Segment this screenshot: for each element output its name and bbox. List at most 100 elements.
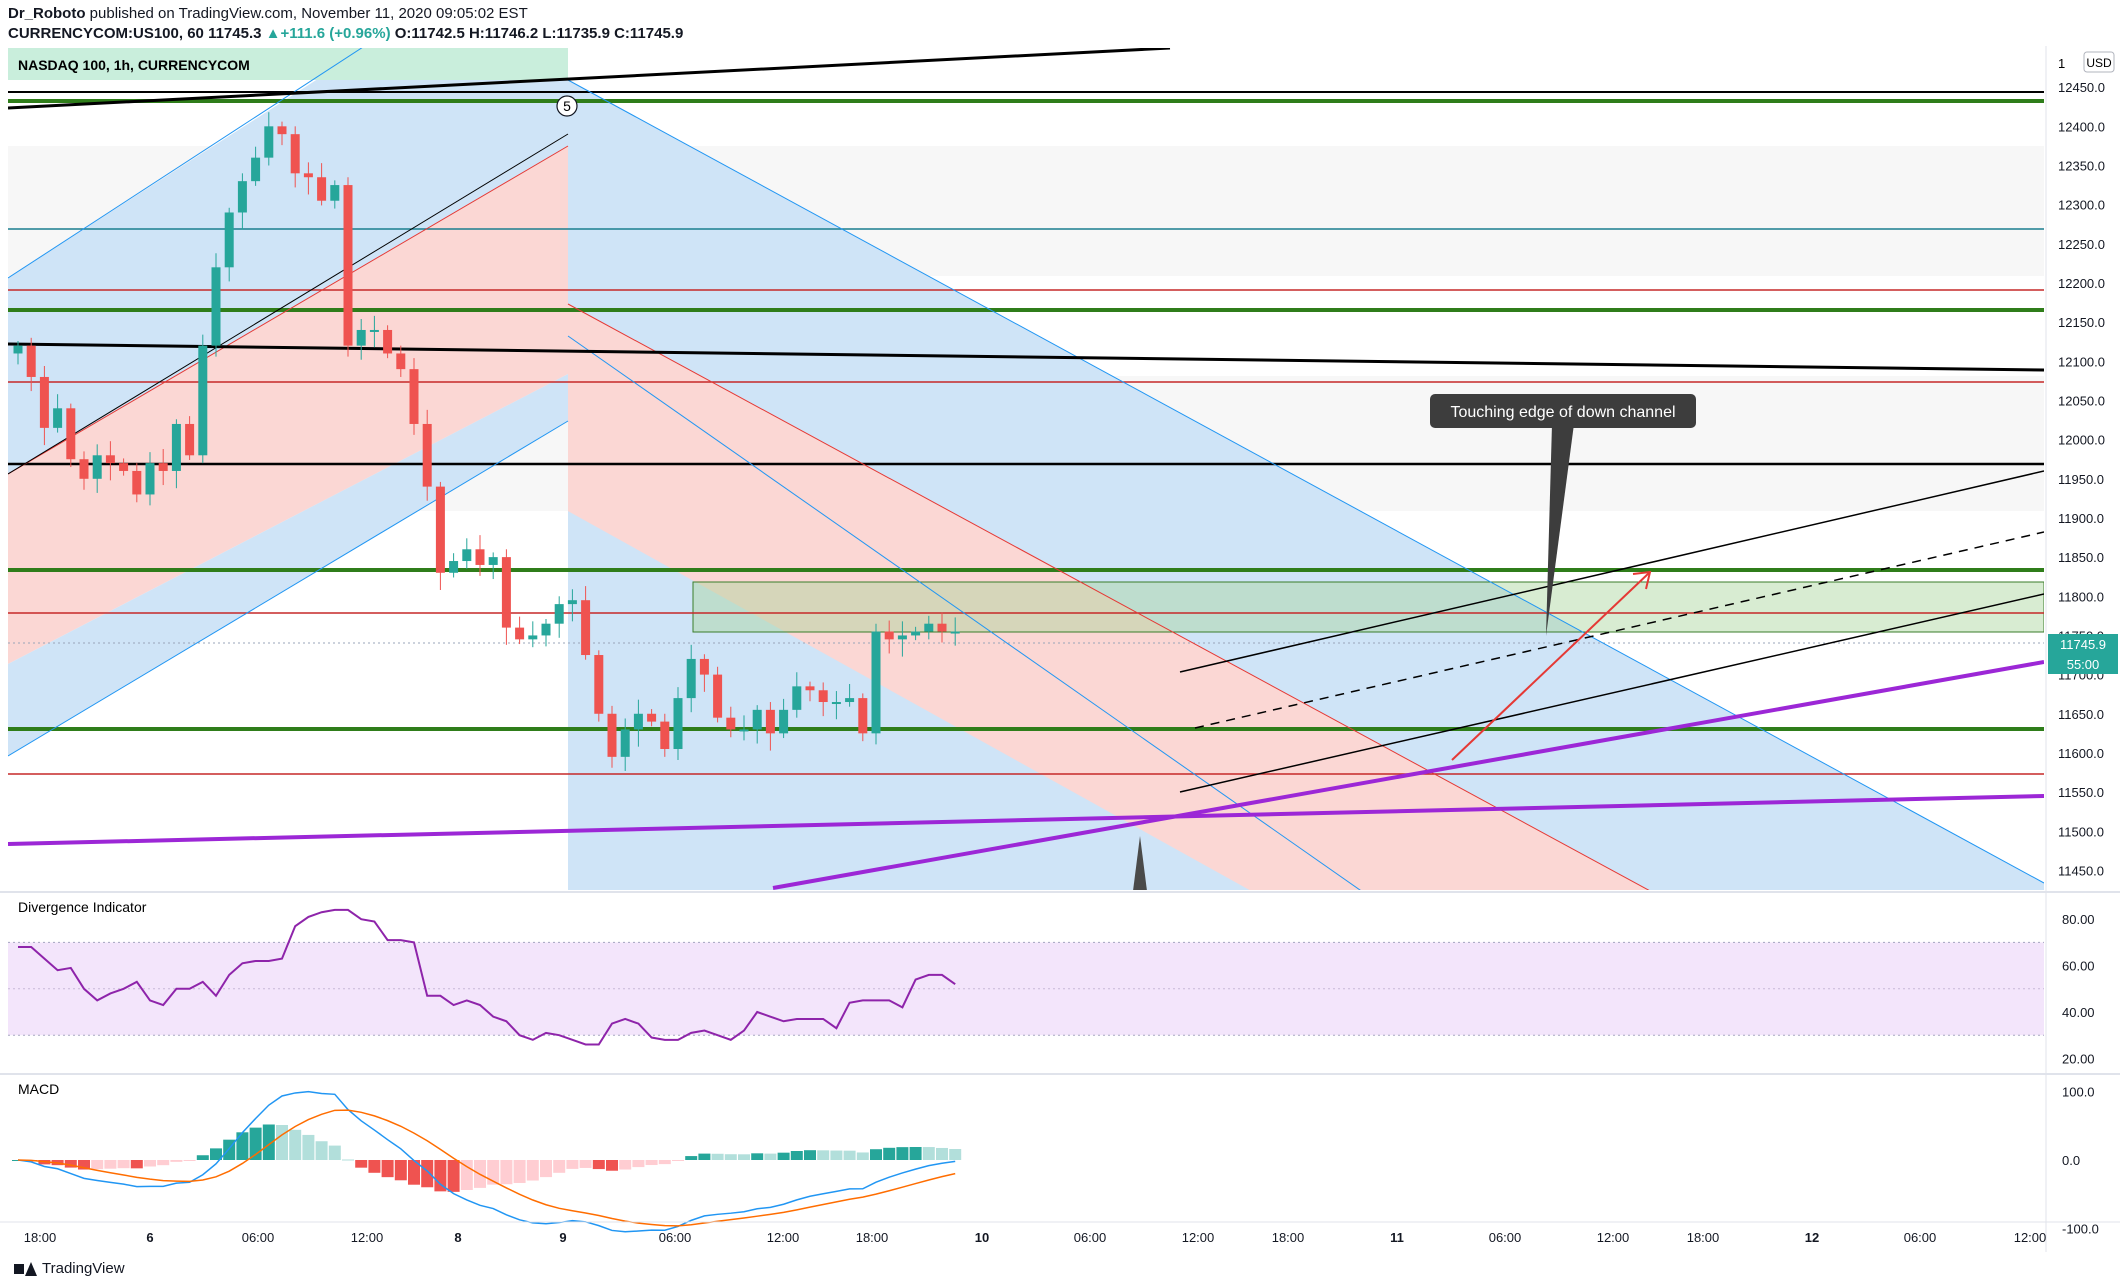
candle[interactable]: [251, 146, 261, 186]
candle[interactable]: [66, 403, 76, 468]
candle[interactable]: [237, 173, 247, 230]
candle[interactable]: [290, 126, 300, 188]
candle[interactable]: [105, 441, 115, 481]
symbol-name[interactable]: CURRENCYCOM:US100, 60: [8, 25, 204, 42]
candle[interactable]: [884, 620, 894, 654]
annotation-callout[interactable]: Touching edge of down channel: [1430, 394, 1696, 636]
candle[interactable]: [541, 618, 551, 647]
rising-trend-purple[interactable]: [772, 660, 2044, 890]
candle[interactable]: [317, 163, 327, 206]
candle[interactable]: [422, 409, 432, 501]
candle[interactable]: [792, 672, 802, 718]
candle[interactable]: [713, 666, 723, 723]
candle[interactable]: [633, 699, 643, 747]
candle[interactable]: [224, 207, 234, 282]
candle[interactable]: [171, 419, 181, 489]
trend-line[interactable]: [8, 342, 2044, 372]
price-tick-label: 12250.0: [2058, 237, 2105, 252]
candle[interactable]: [858, 693, 868, 742]
candle[interactable]: [845, 684, 855, 707]
candle[interactable]: [501, 549, 511, 645]
candle[interactable]: [818, 682, 828, 717]
candle[interactable]: [13, 340, 23, 365]
candle[interactable]: [383, 325, 393, 359]
candle[interactable]: [779, 698, 789, 739]
candle[interactable]: [739, 715, 749, 741]
candle[interactable]: [330, 180, 340, 209]
time-tick-label: 06:00: [1489, 1230, 1522, 1245]
candle[interactable]: [198, 334, 208, 464]
candle[interactable]: [119, 458, 129, 476]
candle[interactable]: [594, 650, 604, 722]
candle[interactable]: [145, 452, 155, 506]
candle[interactable]: [92, 444, 102, 493]
candle[interactable]: [39, 366, 49, 446]
candle[interactable]: [581, 586, 591, 660]
flag-lower-line[interactable]: [1179, 593, 2044, 793]
candle[interactable]: [567, 589, 577, 622]
candle[interactable]: [554, 596, 564, 638]
divergence-line[interactable]: [18, 908, 956, 1046]
currency-badge[interactable]: USD: [2086, 56, 2112, 70]
candle[interactable]: [211, 253, 221, 357]
candle[interactable]: [185, 416, 195, 460]
candle[interactable]: [462, 538, 472, 569]
candle[interactable]: [924, 615, 934, 640]
flag-mid-line[interactable]: [1194, 531, 2044, 729]
candle[interactable]: [911, 626, 921, 641]
candle[interactable]: [369, 315, 379, 348]
candle[interactable]: [79, 451, 89, 490]
candle[interactable]: [132, 463, 142, 503]
macd-histogram-bar: [606, 1160, 618, 1171]
candle[interactable]: [686, 644, 696, 713]
candle[interactable]: [528, 621, 538, 648]
candle[interactable]: [607, 705, 617, 768]
wedge-line[interactable]: [8, 133, 569, 475]
projection-arrow[interactable]: [1451, 571, 1651, 761]
candle[interactable]: [950, 617, 960, 646]
candle[interactable]: [726, 706, 736, 738]
candle[interactable]: [765, 702, 775, 751]
candle[interactable]: [752, 705, 762, 744]
candle[interactable]: [515, 616, 525, 645]
publisher-name[interactable]: Dr_Roboto: [8, 5, 86, 22]
candle[interactable]: [343, 177, 353, 357]
candle[interactable]: [805, 681, 815, 702]
candle[interactable]: [673, 687, 683, 760]
candle[interactable]: [409, 358, 419, 435]
candle[interactable]: [53, 394, 63, 433]
candle[interactable]: [647, 709, 657, 727]
price-axis[interactable]: 1 USD 12450.0 12400.0 12350.0 12300.0 12250.…: [2058, 51, 2115, 878]
candle[interactable]: [264, 112, 274, 166]
flag-upper-line[interactable]: [1179, 470, 2044, 673]
candle[interactable]: [449, 553, 459, 578]
candle[interactable]: [475, 535, 485, 576]
macd-histogram-bar: [724, 1154, 737, 1160]
candle[interactable]: [620, 718, 630, 771]
candle[interactable]: [660, 713, 670, 757]
candle[interactable]: [897, 621, 907, 657]
resistance-zone[interactable]: [692, 581, 2044, 633]
time-axis[interactable]: 18:00 6 06:00 12:00 8 9 06:00 12:00 18:00 10 06:00…: [24, 1230, 2047, 1245]
candle[interactable]: [871, 623, 881, 745]
candle[interactable]: [356, 319, 366, 360]
candle[interactable]: [158, 449, 168, 486]
brand[interactable]: TradingView: [14, 1260, 125, 1277]
price-tick-label: 11450.0: [2058, 863, 2104, 878]
candle[interactable]: [831, 691, 841, 720]
macd-signal-line[interactable]: [17, 1109, 956, 1227]
wave-label[interactable]: 5: [556, 95, 578, 117]
support-trend-purple[interactable]: [8, 794, 2044, 846]
time-tick-label: 18:00: [1272, 1230, 1305, 1245]
candle[interactable]: [277, 121, 287, 146]
candle[interactable]: [26, 337, 36, 392]
candle[interactable]: [937, 612, 947, 643]
candle[interactable]: [303, 162, 313, 195]
candle[interactable]: [488, 552, 498, 580]
candle[interactable]: [396, 345, 406, 377]
candle[interactable]: [435, 481, 445, 591]
macd-line[interactable]: [17, 1090, 956, 1233]
down-channel-upper-edge[interactable]: [567, 79, 2044, 884]
chart-canvas[interactable]: 5 Touching edge of down channel NASDAQ 1…: [0, 46, 2120, 1252]
candle[interactable]: [699, 654, 709, 692]
